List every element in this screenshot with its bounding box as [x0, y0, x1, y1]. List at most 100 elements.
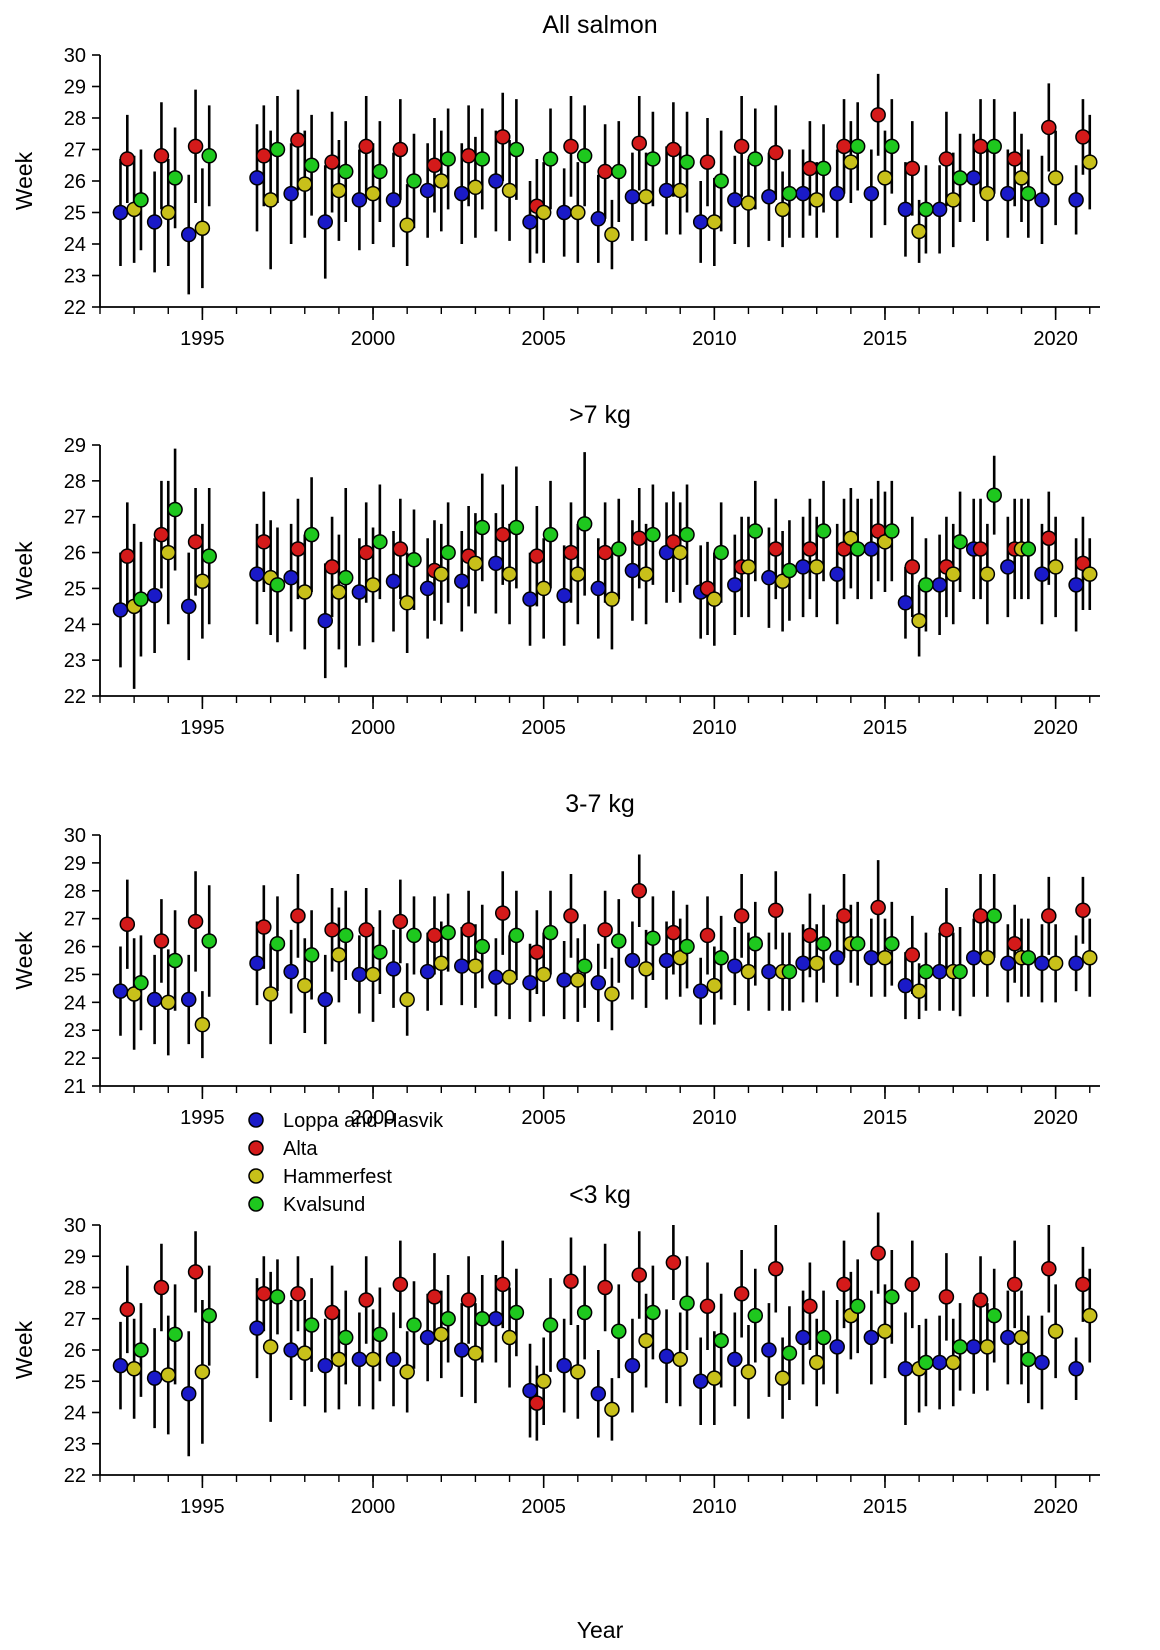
data-point — [419, 580, 436, 597]
data-point — [365, 185, 381, 202]
y-tick-label: 29 — [64, 1246, 86, 1268]
markers-alta — [119, 107, 1091, 214]
data-point — [194, 1016, 211, 1033]
data-point — [713, 949, 729, 966]
data-point — [590, 1386, 607, 1402]
data-point — [194, 220, 211, 236]
data-point — [167, 170, 183, 186]
data-point — [419, 1329, 436, 1346]
data-point — [699, 927, 716, 944]
y-axis-label: Week — [11, 931, 37, 990]
data-point — [317, 612, 334, 629]
data-point — [768, 144, 784, 161]
data-point — [938, 1289, 955, 1305]
data-point — [303, 526, 320, 543]
x-tick-label: 2020 — [1033, 1107, 1078, 1129]
data-point — [1034, 566, 1050, 582]
data-point — [1006, 1276, 1023, 1293]
data-point — [269, 1289, 286, 1305]
data-point — [884, 936, 900, 952]
data-point — [638, 1332, 654, 1349]
data-point — [679, 1295, 695, 1311]
data-point — [604, 986, 620, 1002]
y-tick-label: 23 — [64, 266, 86, 288]
data-point — [508, 141, 525, 158]
data-point — [768, 902, 784, 919]
data-point — [440, 544, 456, 561]
data-point — [529, 1395, 545, 1411]
y-tick-label: 28 — [64, 881, 86, 903]
data-point — [733, 1286, 750, 1302]
data-point — [194, 573, 211, 590]
data-point — [358, 922, 374, 938]
data-point — [153, 933, 170, 949]
markers-hammerfest — [126, 1307, 1098, 1418]
data-point — [508, 519, 525, 536]
data-point — [1047, 170, 1064, 186]
x-tick-label: 1995 — [180, 1496, 225, 1518]
data-point — [1068, 955, 1084, 972]
data-point — [392, 913, 409, 930]
data-point — [1075, 129, 1091, 145]
y-tick-label: 25 — [64, 578, 86, 600]
data-point — [303, 947, 320, 963]
data-point — [337, 163, 354, 180]
data-point — [1082, 949, 1098, 966]
markers-alta — [119, 523, 1091, 597]
x-tick-label: 2015 — [863, 1496, 908, 1518]
panel-title: >7 kg — [569, 401, 631, 429]
data-point — [351, 966, 368, 983]
data-point — [392, 141, 409, 158]
data-point — [829, 566, 845, 582]
data-point — [426, 157, 443, 173]
data-point — [119, 151, 136, 167]
data-point — [488, 969, 504, 985]
data-point — [269, 936, 286, 952]
data-point — [467, 1345, 484, 1361]
data-point — [440, 151, 456, 167]
data-point — [979, 185, 996, 202]
data-point — [795, 1329, 811, 1346]
data-point — [740, 963, 757, 980]
data-point — [146, 991, 163, 1008]
data-point — [877, 1323, 893, 1339]
data-point — [679, 526, 695, 543]
data-point — [795, 559, 811, 575]
data-point — [747, 1307, 764, 1324]
data-point — [337, 927, 354, 944]
data-point — [829, 1339, 845, 1355]
data-point — [952, 1339, 968, 1355]
data-point — [679, 938, 695, 955]
data-point — [331, 584, 347, 600]
data-point — [645, 1304, 661, 1321]
data-point — [611, 541, 627, 557]
data-point — [979, 949, 996, 966]
data-point — [829, 949, 845, 966]
data-point — [167, 501, 183, 518]
data-point — [1068, 577, 1084, 593]
data-point — [624, 952, 641, 969]
x-tick-label: 2005 — [521, 1107, 566, 1129]
data-point — [112, 1357, 129, 1374]
data-point — [358, 544, 374, 561]
data-point — [829, 185, 845, 202]
data-point — [808, 1354, 825, 1371]
x-tick-label: 1995 — [180, 1107, 225, 1129]
data-point — [160, 994, 177, 1011]
data-point — [945, 1354, 961, 1371]
data-point — [556, 1357, 572, 1374]
data-point — [440, 1311, 456, 1327]
data-point — [781, 1345, 798, 1361]
data-point — [372, 163, 388, 180]
data-point — [467, 179, 484, 196]
data-point — [522, 214, 538, 230]
data-point — [645, 930, 661, 946]
data-point — [781, 185, 798, 202]
data-point — [802, 927, 818, 944]
data-point — [1068, 1361, 1084, 1377]
legend-marker — [248, 1196, 264, 1212]
y-tick-label: 26 — [64, 171, 86, 193]
data-point — [1047, 955, 1064, 972]
data-point — [283, 1342, 299, 1358]
data-point — [358, 138, 374, 155]
